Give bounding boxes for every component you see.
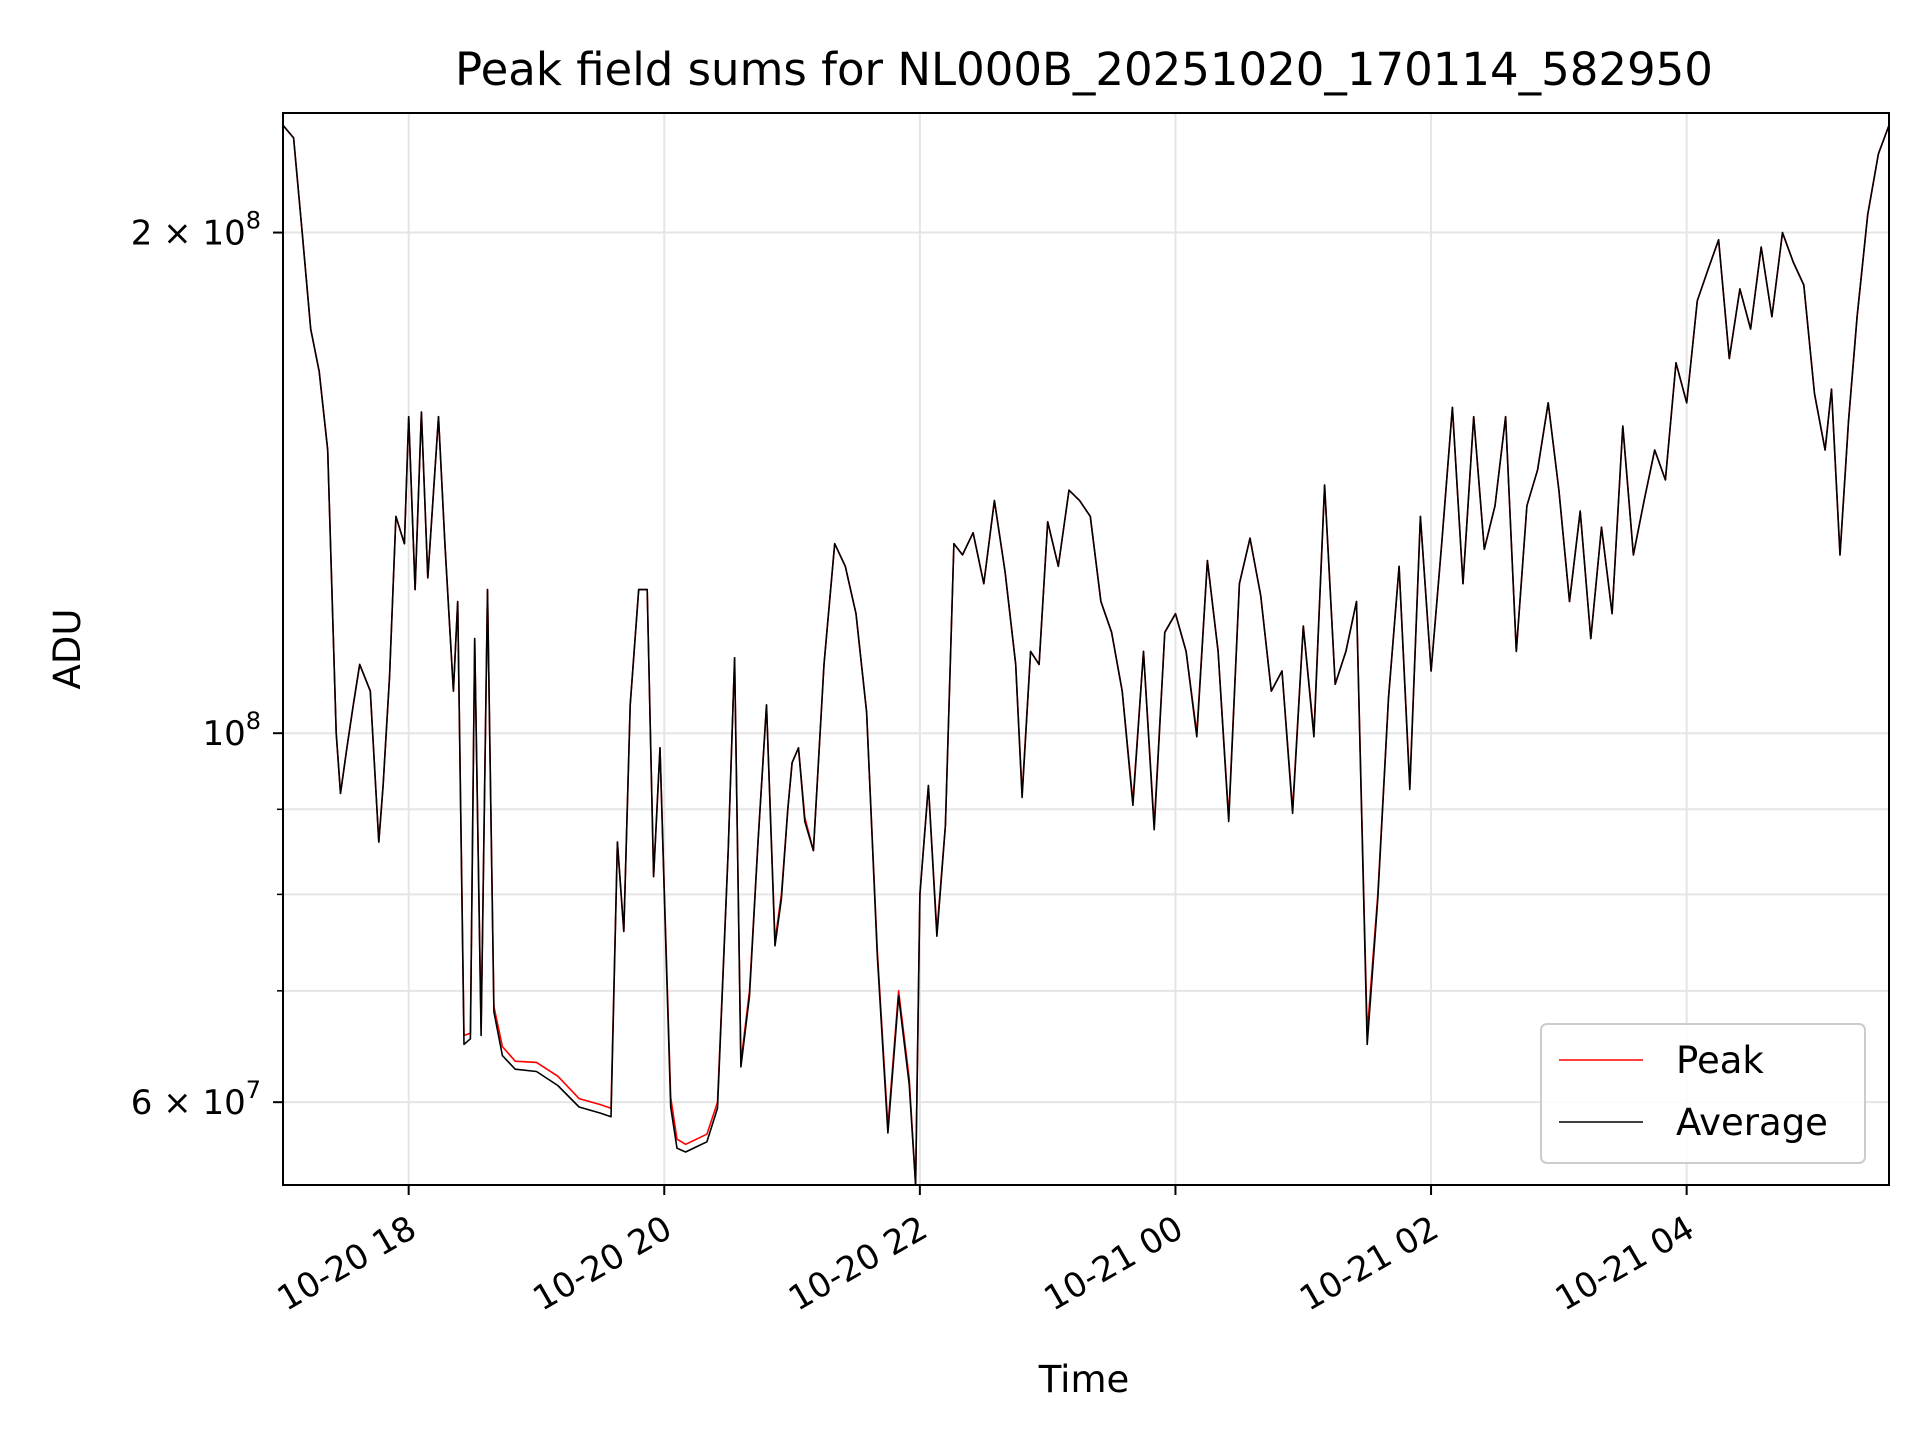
y-tick-label: 2 × 108 [131, 207, 261, 254]
series-line-average [282, 124, 1890, 1186]
y-tick-label: 108 [202, 707, 261, 754]
legend-box [1540, 1023, 1866, 1164]
legend-label-peak: Peak [1676, 1039, 1764, 1082]
legend-label-average: Average [1676, 1101, 1828, 1144]
legend: Peak Average [1540, 1023, 1866, 1164]
grid [283, 113, 1889, 1185]
series-lines [282, 124, 1890, 1186]
y-tick-label: 6 × 107 [131, 1076, 261, 1123]
y-axis-title: ADU [46, 609, 89, 690]
y-axis: 2 × 108 108 6 × 107 [131, 207, 283, 1123]
x-axis-title: Time [1038, 1358, 1130, 1401]
chart-title: Peak field sums for NL000B_20251020_1701… [455, 43, 1713, 96]
plot-frame [282, 112, 1890, 1186]
